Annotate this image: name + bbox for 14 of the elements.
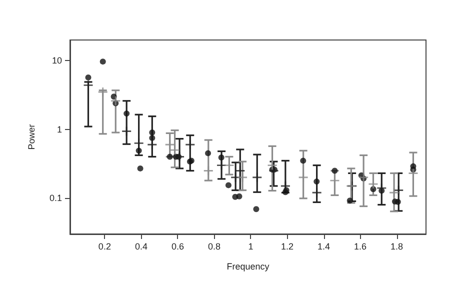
x-tick-label: 0.2 <box>98 242 111 252</box>
x-axis-title: Frequency <box>226 262 270 272</box>
x-tick-label: 1.8 <box>390 242 404 252</box>
y-axis-title: Power <box>26 124 36 150</box>
x-tick-label: 1.2 <box>280 242 294 252</box>
y-tick-label: 0.1 <box>49 193 62 204</box>
x-tick-label: 1.6 <box>354 242 367 252</box>
y-tick-label: 10 <box>52 56 62 66</box>
x-tick-label: 0.6 <box>171 242 184 252</box>
x-tick-label: 1.4 <box>318 242 330 252</box>
x-tick-label: 0.4 <box>134 242 148 252</box>
y-tick-label: 1 <box>56 124 62 134</box>
x-tick-label: 0.8 <box>208 242 220 252</box>
x-tick-label: 1 <box>248 242 254 252</box>
